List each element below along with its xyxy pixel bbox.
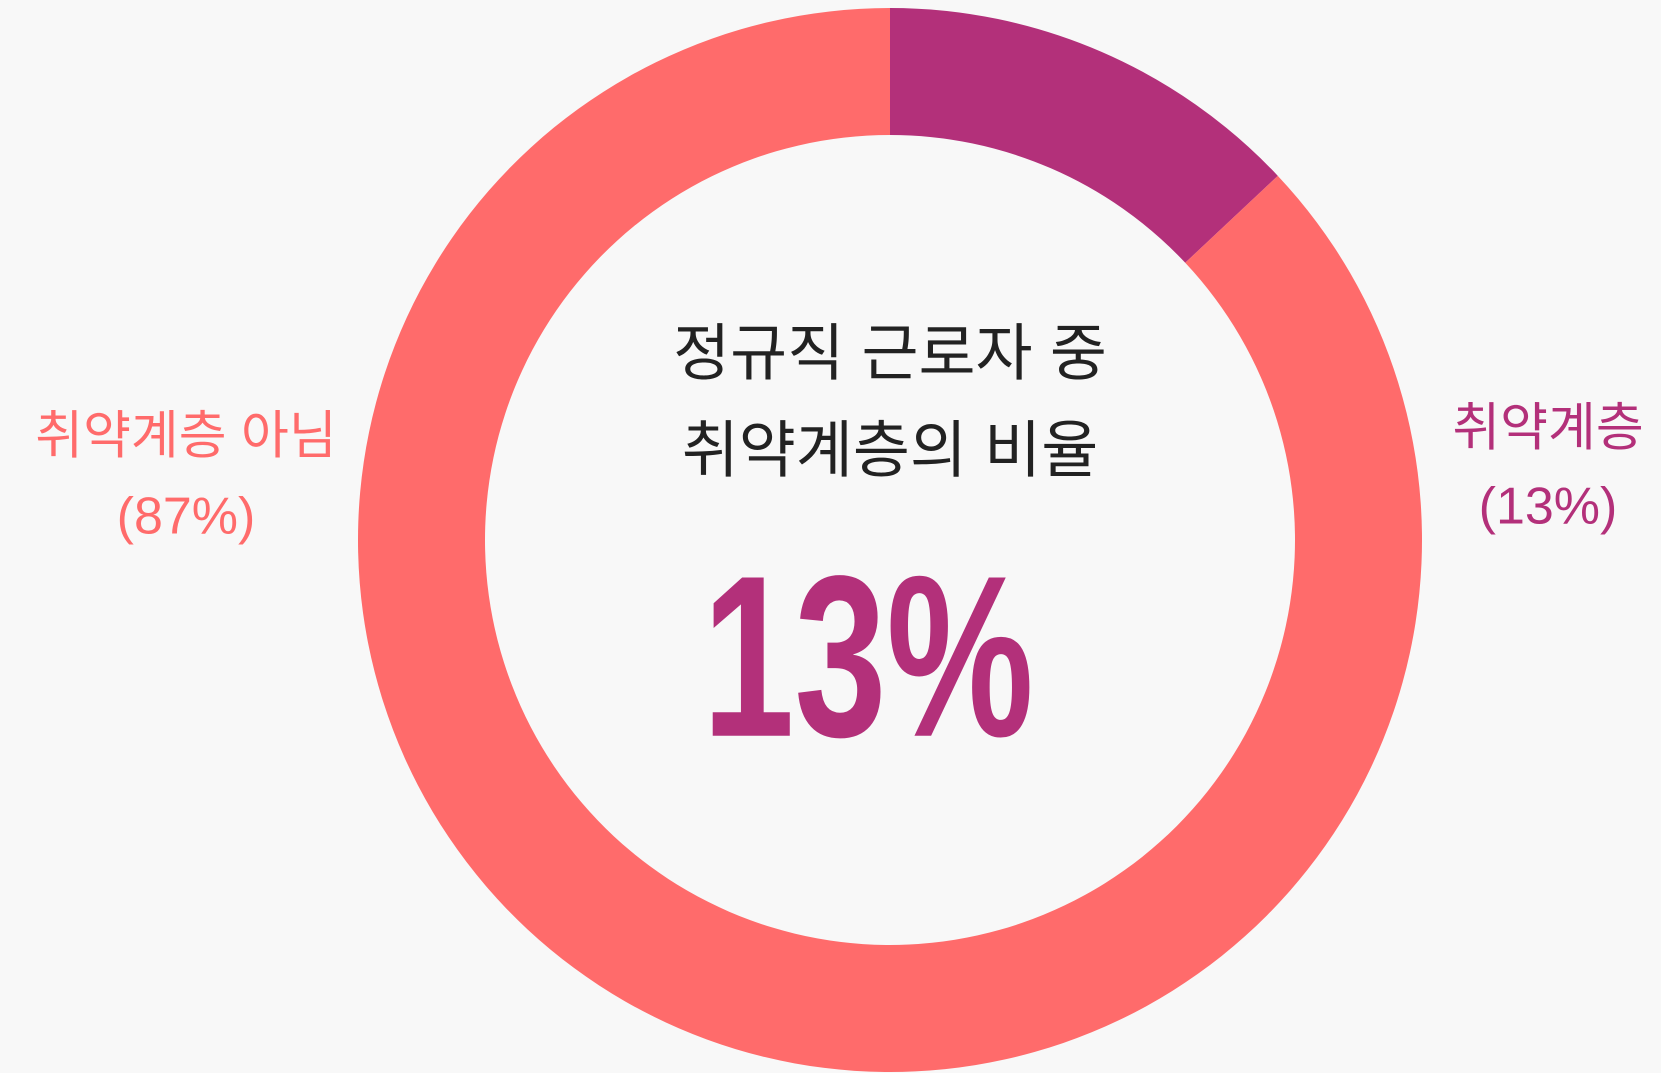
slice-value-label: (87%) <box>117 488 256 546</box>
slices <box>358 8 1422 1072</box>
chart-title-line: 취약계층의 비율 <box>682 416 1099 485</box>
center-label: 13% <box>702 529 1033 785</box>
slice-label: 취약계층 <box>1452 400 1643 458</box>
donut-slice <box>890 8 1278 263</box>
slice-value-label: (13%) <box>1479 478 1618 536</box>
slice-label: 취약계층 아님 <box>35 408 337 466</box>
chart-title-line: 정규직 근로자 중 <box>673 319 1107 388</box>
